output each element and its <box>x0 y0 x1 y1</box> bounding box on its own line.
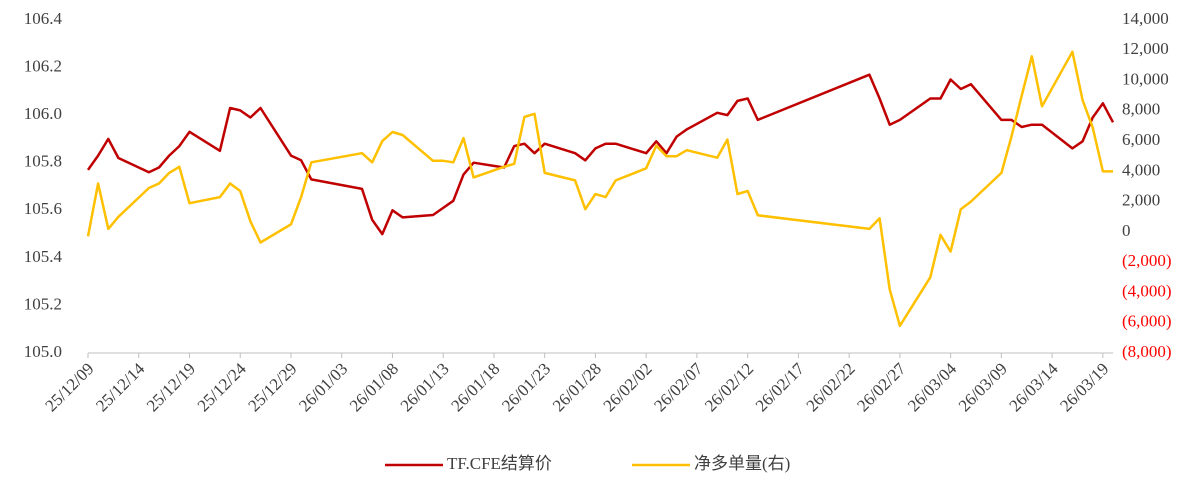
y-tick-label: 106.0 <box>24 104 62 123</box>
x-tick-label: 26/03/19 <box>1056 359 1112 415</box>
x-tick-label: 26/02/27 <box>853 359 910 416</box>
x-tick-label: 26/01/13 <box>397 359 453 415</box>
x-tick-label: 26/02/17 <box>752 359 809 416</box>
x-tick-label: 26/02/12 <box>701 359 757 415</box>
y2-tick-label: 2,000 <box>1122 191 1160 210</box>
y2-tick-label: (2,000) <box>1122 251 1172 270</box>
x-tick-label: 26/01/03 <box>295 359 351 415</box>
x-tick-label: 26/01/28 <box>549 359 605 415</box>
y-tick-label: 106.4 <box>24 9 63 28</box>
legend-label: 净多单量(右) <box>694 454 790 473</box>
y2-tick-label: (6,000) <box>1122 312 1172 331</box>
y-tick-label: 105.2 <box>24 294 62 313</box>
x-tick-label: 26/02/02 <box>600 359 656 415</box>
y2-tick-label: (8,000) <box>1122 342 1172 361</box>
y2-tick-label: 0 <box>1122 221 1131 240</box>
y2-tick-label: 12,000 <box>1122 39 1169 58</box>
y-tick-label: 105.8 <box>24 152 62 171</box>
x-tick-label: 26/01/18 <box>447 359 503 415</box>
x-tick-label: 26/03/09 <box>955 359 1011 415</box>
x-tick-label: 26/03/14 <box>1006 359 1063 416</box>
x-tick-label: 25/12/29 <box>244 359 300 415</box>
y-tick-label: 105.4 <box>24 247 63 266</box>
y-tick-label: 105.0 <box>24 342 62 361</box>
x-tick-label: 26/03/04 <box>904 359 961 416</box>
x-tick-label: 26/01/08 <box>346 359 402 415</box>
x-tick-label: 25/12/09 <box>41 359 97 415</box>
y2-tick-label: 14,000 <box>1122 9 1169 28</box>
x-tick-label: 26/01/23 <box>498 359 554 415</box>
y2-tick-label: 8,000 <box>1122 100 1160 119</box>
y2-tick-label: 6,000 <box>1122 130 1160 149</box>
series-line <box>86 73 1115 236</box>
y2-tick-label: 4,000 <box>1122 160 1160 179</box>
y2-tick-label: 10,000 <box>1122 69 1169 88</box>
x-tick-label: 25/12/14 <box>92 359 149 416</box>
y-tick-label: 106.2 <box>24 56 62 75</box>
legend-label: TF.CFE结算价 <box>447 454 552 473</box>
y2-tick-label: (4,000) <box>1122 281 1172 300</box>
y-tick-label: 105.6 <box>24 199 62 218</box>
x-tick-label: 26/02/07 <box>650 359 707 416</box>
series-line <box>86 50 1113 328</box>
x-tick-label: 25/12/24 <box>194 359 251 416</box>
x-tick-label: 26/02/22 <box>803 359 859 415</box>
x-tick-label: 25/12/19 <box>143 359 199 415</box>
